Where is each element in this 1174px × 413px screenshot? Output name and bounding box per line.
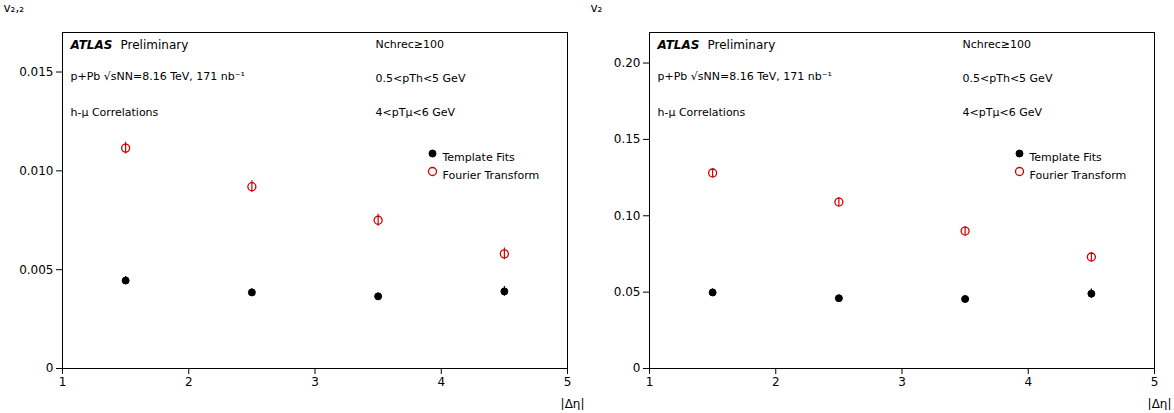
svg-text:Preliminary: Preliminary: [121, 38, 189, 52]
svg-text:2: 2: [185, 375, 193, 389]
svg-text:5: 5: [564, 375, 572, 389]
svg-text:|Δη|: |Δη|: [1148, 397, 1172, 411]
svg-text:4: 4: [1024, 375, 1032, 389]
svg-text:3: 3: [311, 375, 319, 389]
svg-text:v₂,₂: v₂,₂: [4, 1, 25, 15]
svg-text:ATLAS: ATLAS: [657, 38, 700, 52]
svg-text:0.5<pTh<5 GeV: 0.5<pTh<5 GeV: [376, 72, 466, 85]
svg-text:p+Pb √sNN=8.16 TeV, 171 nb⁻¹: p+Pb √sNN=8.16 TeV, 171 nb⁻¹: [71, 70, 246, 83]
svg-text:5: 5: [1151, 375, 1159, 389]
svg-text:4<pTμ<6 GeV: 4<pTμ<6 GeV: [376, 106, 456, 119]
svg-text:1: 1: [646, 375, 654, 389]
svg-text:Fourier Transform: Fourier Transform: [1030, 169, 1127, 182]
svg-text:Template Fits: Template Fits: [1029, 151, 1103, 164]
svg-text:v₂: v₂: [591, 1, 603, 15]
svg-text:4<pTμ<6 GeV: 4<pTμ<6 GeV: [963, 106, 1043, 119]
svg-text:3: 3: [898, 375, 906, 389]
svg-text:Template Fits: Template Fits: [442, 151, 516, 164]
svg-text:0.05: 0.05: [614, 285, 641, 299]
svg-text:Preliminary: Preliminary: [708, 38, 776, 52]
svg-text:Nchrec≥100: Nchrec≥100: [376, 38, 445, 51]
svg-text:0.20: 0.20: [614, 56, 641, 70]
svg-text:0.010: 0.010: [19, 164, 53, 178]
svg-text:0: 0: [46, 361, 54, 375]
svg-text:0: 0: [633, 361, 641, 375]
svg-text:Nchrec≥100: Nchrec≥100: [963, 38, 1032, 51]
svg-text:1: 1: [59, 375, 67, 389]
svg-text:4: 4: [437, 375, 445, 389]
svg-text:0.10: 0.10: [614, 209, 641, 223]
svg-text:0.15: 0.15: [614, 132, 641, 146]
svg-text:h-μ Correlations: h-μ Correlations: [658, 106, 746, 119]
svg-text:0.015: 0.015: [19, 65, 53, 79]
svg-text:h-μ Correlations: h-μ Correlations: [71, 106, 159, 119]
svg-text:0.5<pTh<5 GeV: 0.5<pTh<5 GeV: [963, 72, 1053, 85]
svg-text:p+Pb √sNN=8.16 TeV, 171 nb⁻¹: p+Pb √sNN=8.16 TeV, 171 nb⁻¹: [658, 70, 833, 83]
svg-text:0.005: 0.005: [19, 263, 53, 277]
svg-text:Fourier Transform: Fourier Transform: [443, 169, 540, 182]
svg-text:|Δη|: |Δη|: [561, 397, 585, 411]
svg-text:2: 2: [772, 375, 780, 389]
svg-text:ATLAS: ATLAS: [70, 38, 113, 52]
